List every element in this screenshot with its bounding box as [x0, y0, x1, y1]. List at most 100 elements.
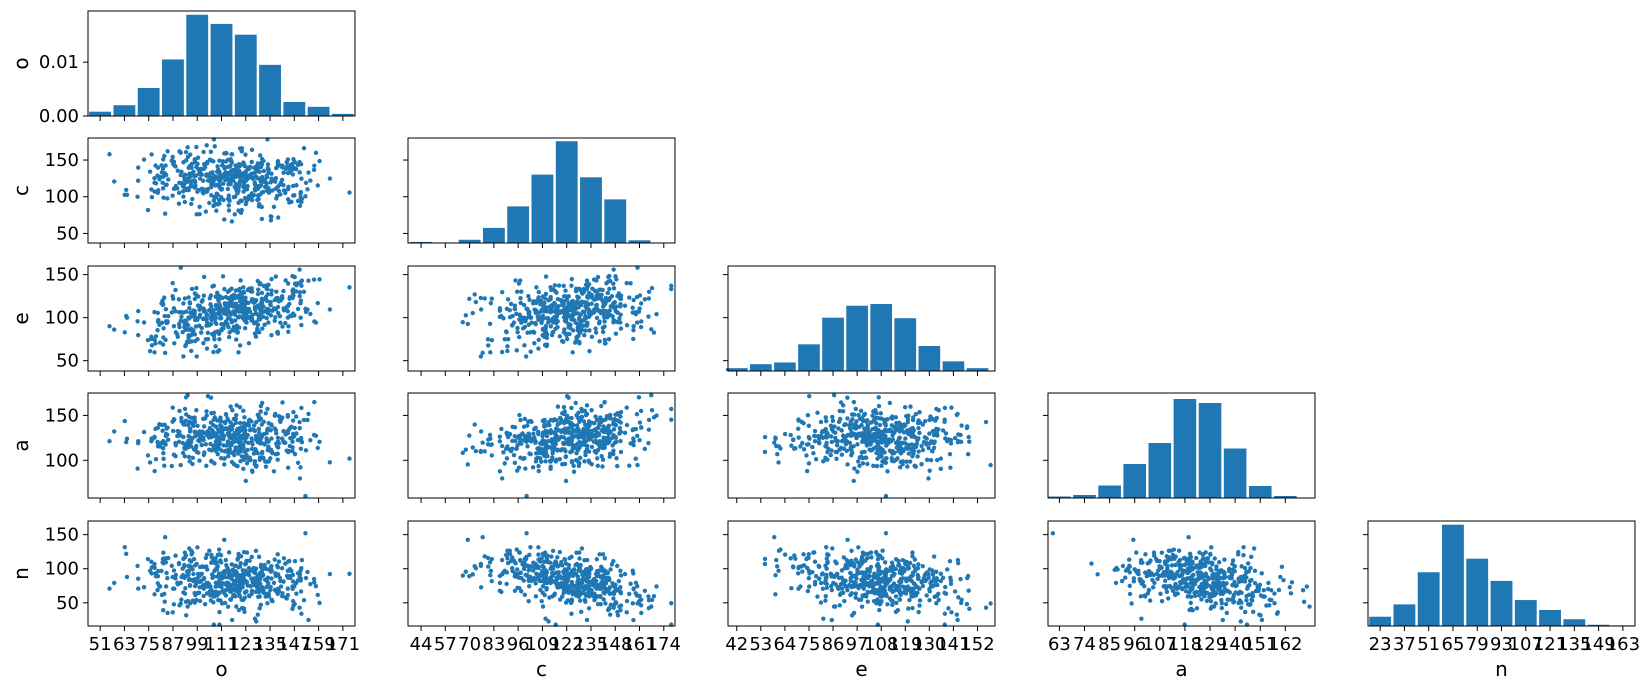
scatter-point [917, 430, 922, 436]
scatter-point [515, 567, 520, 572]
x-tick-label-c: 174 [647, 634, 681, 655]
scatter-point [562, 311, 567, 317]
scatter-point [955, 561, 961, 566]
x-tick-label-e: 152 [960, 634, 994, 655]
scatter-point [283, 432, 288, 437]
scatter-point [527, 297, 532, 303]
scatter-point [533, 321, 538, 327]
scatter-point [536, 552, 541, 557]
scatter-point [202, 165, 208, 170]
scatter-point [185, 145, 190, 150]
scatter-point [152, 350, 157, 355]
scatter-point [563, 478, 569, 484]
scatter-point [515, 325, 520, 331]
scatter-point [306, 278, 311, 283]
scatter-point [583, 328, 588, 333]
scatter-point [934, 569, 939, 575]
scatter-point [598, 594, 603, 599]
scatter-point [230, 567, 236, 572]
scatter-point [303, 575, 309, 581]
scatter-point [213, 441, 218, 447]
scatter-point [222, 456, 227, 461]
scatter-point [313, 583, 319, 589]
scatter-point [875, 456, 880, 461]
scatter-point [607, 612, 613, 617]
scatter-point [247, 166, 252, 171]
scatter-point [550, 330, 555, 335]
scatter-point [595, 570, 600, 575]
hist-bar-a-6 [1198, 403, 1222, 498]
scatter-point [569, 276, 575, 282]
hist-bar-c-4 [507, 206, 530, 243]
scatter-point [967, 606, 972, 611]
scatter-point [218, 195, 224, 200]
scatter-point [541, 304, 546, 309]
scatter-point [892, 571, 897, 577]
scatter-point [585, 557, 590, 563]
scatter-point [796, 586, 801, 591]
scatter-point [264, 591, 270, 596]
scatter-point [241, 575, 246, 580]
scatter-point [241, 184, 246, 190]
scatter-point [842, 598, 847, 604]
scatter-point [201, 424, 207, 429]
scatter-point [208, 584, 213, 589]
scatter-point [237, 182, 242, 187]
scatter-point [518, 440, 523, 446]
scatter-point [801, 447, 807, 452]
scatter-point [579, 546, 585, 551]
scatter-point [237, 445, 242, 451]
scatter-point [266, 559, 271, 565]
scatter-point [835, 584, 841, 590]
scatter-point [563, 288, 568, 293]
scatter-point [582, 333, 587, 338]
scatter-point [230, 175, 236, 181]
scatter-point [642, 446, 648, 452]
scatter-point [149, 187, 154, 192]
scatter-point [465, 321, 470, 327]
scatter-point [253, 447, 258, 452]
scatter-point [845, 462, 850, 467]
scatter-point [947, 558, 953, 564]
scatter-point [195, 161, 200, 167]
scatter-point [188, 601, 193, 606]
scatter-point [214, 560, 219, 565]
scatter-point [232, 318, 238, 323]
scatter-point [122, 330, 127, 335]
scatter-point [213, 584, 218, 589]
scatter-point [153, 426, 158, 431]
scatter-point [290, 579, 296, 584]
x-tick-label-e: 119 [888, 634, 922, 655]
scatter-point [548, 297, 553, 302]
panel-a-vs-a [1043, 392, 1316, 503]
scatter-point [877, 422, 883, 428]
scatter-point [209, 317, 214, 322]
scatter-point [252, 304, 258, 310]
hist-bar-e-5 [846, 305, 868, 371]
scatter-point [931, 554, 937, 559]
scatter-point [291, 293, 296, 298]
scatter-point [1241, 544, 1246, 550]
scatter-point [635, 462, 640, 468]
scatter-point [166, 437, 171, 442]
scatter-point [611, 427, 617, 432]
scatter-point [627, 463, 632, 468]
axes-frame [727, 392, 996, 499]
hist-bar-a-0 [1048, 496, 1071, 498]
scatter-point [478, 585, 484, 590]
scatter-point [579, 430, 585, 435]
scatter-point [463, 569, 469, 574]
scatter-point [615, 310, 620, 315]
scatter-point [190, 312, 195, 317]
scatter-point [1230, 582, 1235, 588]
scatter-point [463, 313, 469, 318]
scatter-point [573, 301, 579, 306]
hist-bar-o-8 [283, 102, 306, 116]
scatter-point [600, 457, 606, 462]
scatter-point [966, 434, 971, 440]
scatter-point [531, 560, 536, 565]
scatter-point [256, 287, 261, 292]
scatter-point [505, 552, 511, 557]
scatter-point [273, 452, 279, 457]
scatter-point [561, 283, 566, 289]
